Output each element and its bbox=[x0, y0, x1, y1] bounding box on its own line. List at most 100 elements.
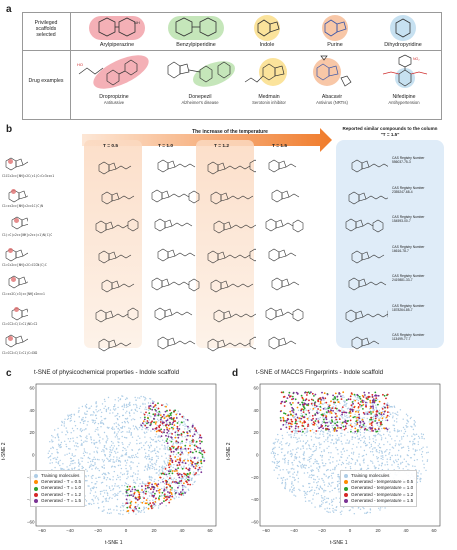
training-point bbox=[377, 425, 378, 426]
smiles-string: C1=CC2=C(C=C1)NC=C2 bbox=[2, 322, 37, 326]
generated-point bbox=[377, 431, 379, 433]
training-point bbox=[296, 457, 297, 458]
training-point bbox=[117, 495, 118, 496]
training-point bbox=[94, 420, 95, 421]
molecule-structure-icon bbox=[204, 243, 256, 265]
training-point bbox=[66, 430, 67, 431]
training-point bbox=[184, 423, 185, 424]
training-point bbox=[192, 423, 193, 424]
training-point bbox=[301, 413, 302, 414]
generated-molecule bbox=[204, 331, 256, 358]
generated-point bbox=[181, 434, 183, 436]
training-point bbox=[404, 433, 405, 434]
training-point bbox=[143, 501, 144, 502]
training-point bbox=[93, 486, 94, 487]
training-point bbox=[65, 444, 66, 445]
training-point bbox=[362, 418, 363, 419]
training-point bbox=[116, 457, 117, 458]
training-point bbox=[324, 451, 325, 452]
training-point bbox=[93, 440, 94, 441]
generated-point bbox=[370, 406, 372, 408]
generated-point bbox=[201, 441, 203, 443]
generated-point bbox=[348, 398, 350, 400]
training-point bbox=[396, 436, 397, 437]
generated-point bbox=[168, 436, 170, 438]
training-point bbox=[165, 490, 166, 491]
training-point bbox=[149, 446, 150, 447]
scaffold-label: Dihydropyridine bbox=[368, 42, 438, 48]
training-point bbox=[132, 491, 133, 492]
generated-point bbox=[173, 418, 175, 420]
generated-point bbox=[133, 493, 135, 495]
generated-point bbox=[376, 422, 378, 424]
training-point bbox=[349, 455, 350, 456]
training-point bbox=[303, 459, 304, 460]
training-point bbox=[157, 419, 158, 420]
training-point bbox=[116, 479, 117, 480]
generated-point bbox=[166, 483, 168, 485]
training-point bbox=[107, 501, 108, 502]
training-point bbox=[143, 483, 144, 484]
generated-point bbox=[386, 404, 388, 406]
training-point bbox=[89, 503, 90, 504]
generated-point bbox=[327, 394, 329, 396]
training-point bbox=[137, 397, 138, 398]
generated-point bbox=[385, 427, 387, 429]
training-point bbox=[155, 464, 156, 465]
training-point bbox=[322, 421, 323, 422]
training-point bbox=[176, 496, 177, 497]
generated-point bbox=[148, 422, 150, 424]
generated-point bbox=[375, 394, 377, 396]
training-point bbox=[85, 469, 86, 470]
training-point bbox=[168, 445, 169, 446]
training-point bbox=[397, 431, 398, 432]
training-point bbox=[327, 486, 328, 487]
generated-point bbox=[372, 407, 374, 409]
dihydropyridine-structure-icon bbox=[386, 14, 420, 42]
training-point bbox=[368, 413, 369, 414]
training-point bbox=[297, 439, 298, 440]
cas-entry: CAS Registry Number 16616-78-7 bbox=[392, 245, 424, 253]
training-point bbox=[85, 417, 86, 418]
generated-point bbox=[297, 417, 299, 419]
generated-point bbox=[331, 407, 333, 409]
training-point bbox=[337, 481, 338, 482]
generated-point bbox=[165, 411, 167, 413]
training-point bbox=[161, 495, 162, 496]
generated-point bbox=[181, 421, 183, 423]
training-point bbox=[335, 405, 336, 406]
training-point bbox=[84, 448, 85, 449]
training-point bbox=[382, 457, 383, 458]
training-point bbox=[104, 460, 105, 461]
training-point bbox=[341, 416, 342, 417]
training-point bbox=[123, 415, 124, 416]
training-point bbox=[389, 406, 390, 407]
training-point bbox=[95, 402, 96, 403]
generated-point bbox=[162, 481, 164, 483]
training-point bbox=[95, 415, 96, 416]
training-point bbox=[414, 438, 415, 439]
training-point bbox=[171, 483, 172, 484]
training-point bbox=[85, 437, 86, 438]
generated-point bbox=[170, 458, 172, 460]
training-point bbox=[279, 443, 280, 444]
training-point bbox=[276, 461, 277, 462]
training-point bbox=[118, 397, 119, 398]
generated-point bbox=[333, 428, 335, 430]
training-point bbox=[71, 414, 72, 415]
generated-point bbox=[315, 430, 317, 432]
training-point bbox=[138, 510, 139, 511]
generated-point bbox=[156, 431, 158, 433]
training-point bbox=[329, 435, 330, 436]
training-point bbox=[131, 455, 132, 456]
generated-point bbox=[153, 503, 155, 505]
generated-point bbox=[140, 425, 142, 427]
training-point bbox=[324, 474, 325, 475]
training-point bbox=[415, 421, 416, 422]
training-point bbox=[331, 502, 332, 503]
generated-point bbox=[171, 433, 173, 435]
training-point bbox=[49, 463, 50, 464]
training-point bbox=[281, 444, 282, 445]
training-point bbox=[367, 465, 368, 466]
training-point bbox=[102, 467, 103, 468]
